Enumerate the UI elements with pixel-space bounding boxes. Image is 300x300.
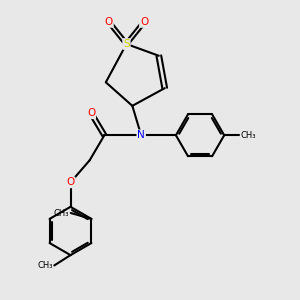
Text: CH₃: CH₃ [240,131,256,140]
Text: N: N [137,130,145,140]
Text: O: O [66,177,75,188]
Text: S: S [123,39,130,49]
Text: CH₃: CH₃ [37,261,53,270]
Text: O: O [105,17,113,27]
Text: O: O [140,17,148,27]
Text: O: O [87,108,95,118]
Text: CH₃: CH₃ [54,208,69,217]
